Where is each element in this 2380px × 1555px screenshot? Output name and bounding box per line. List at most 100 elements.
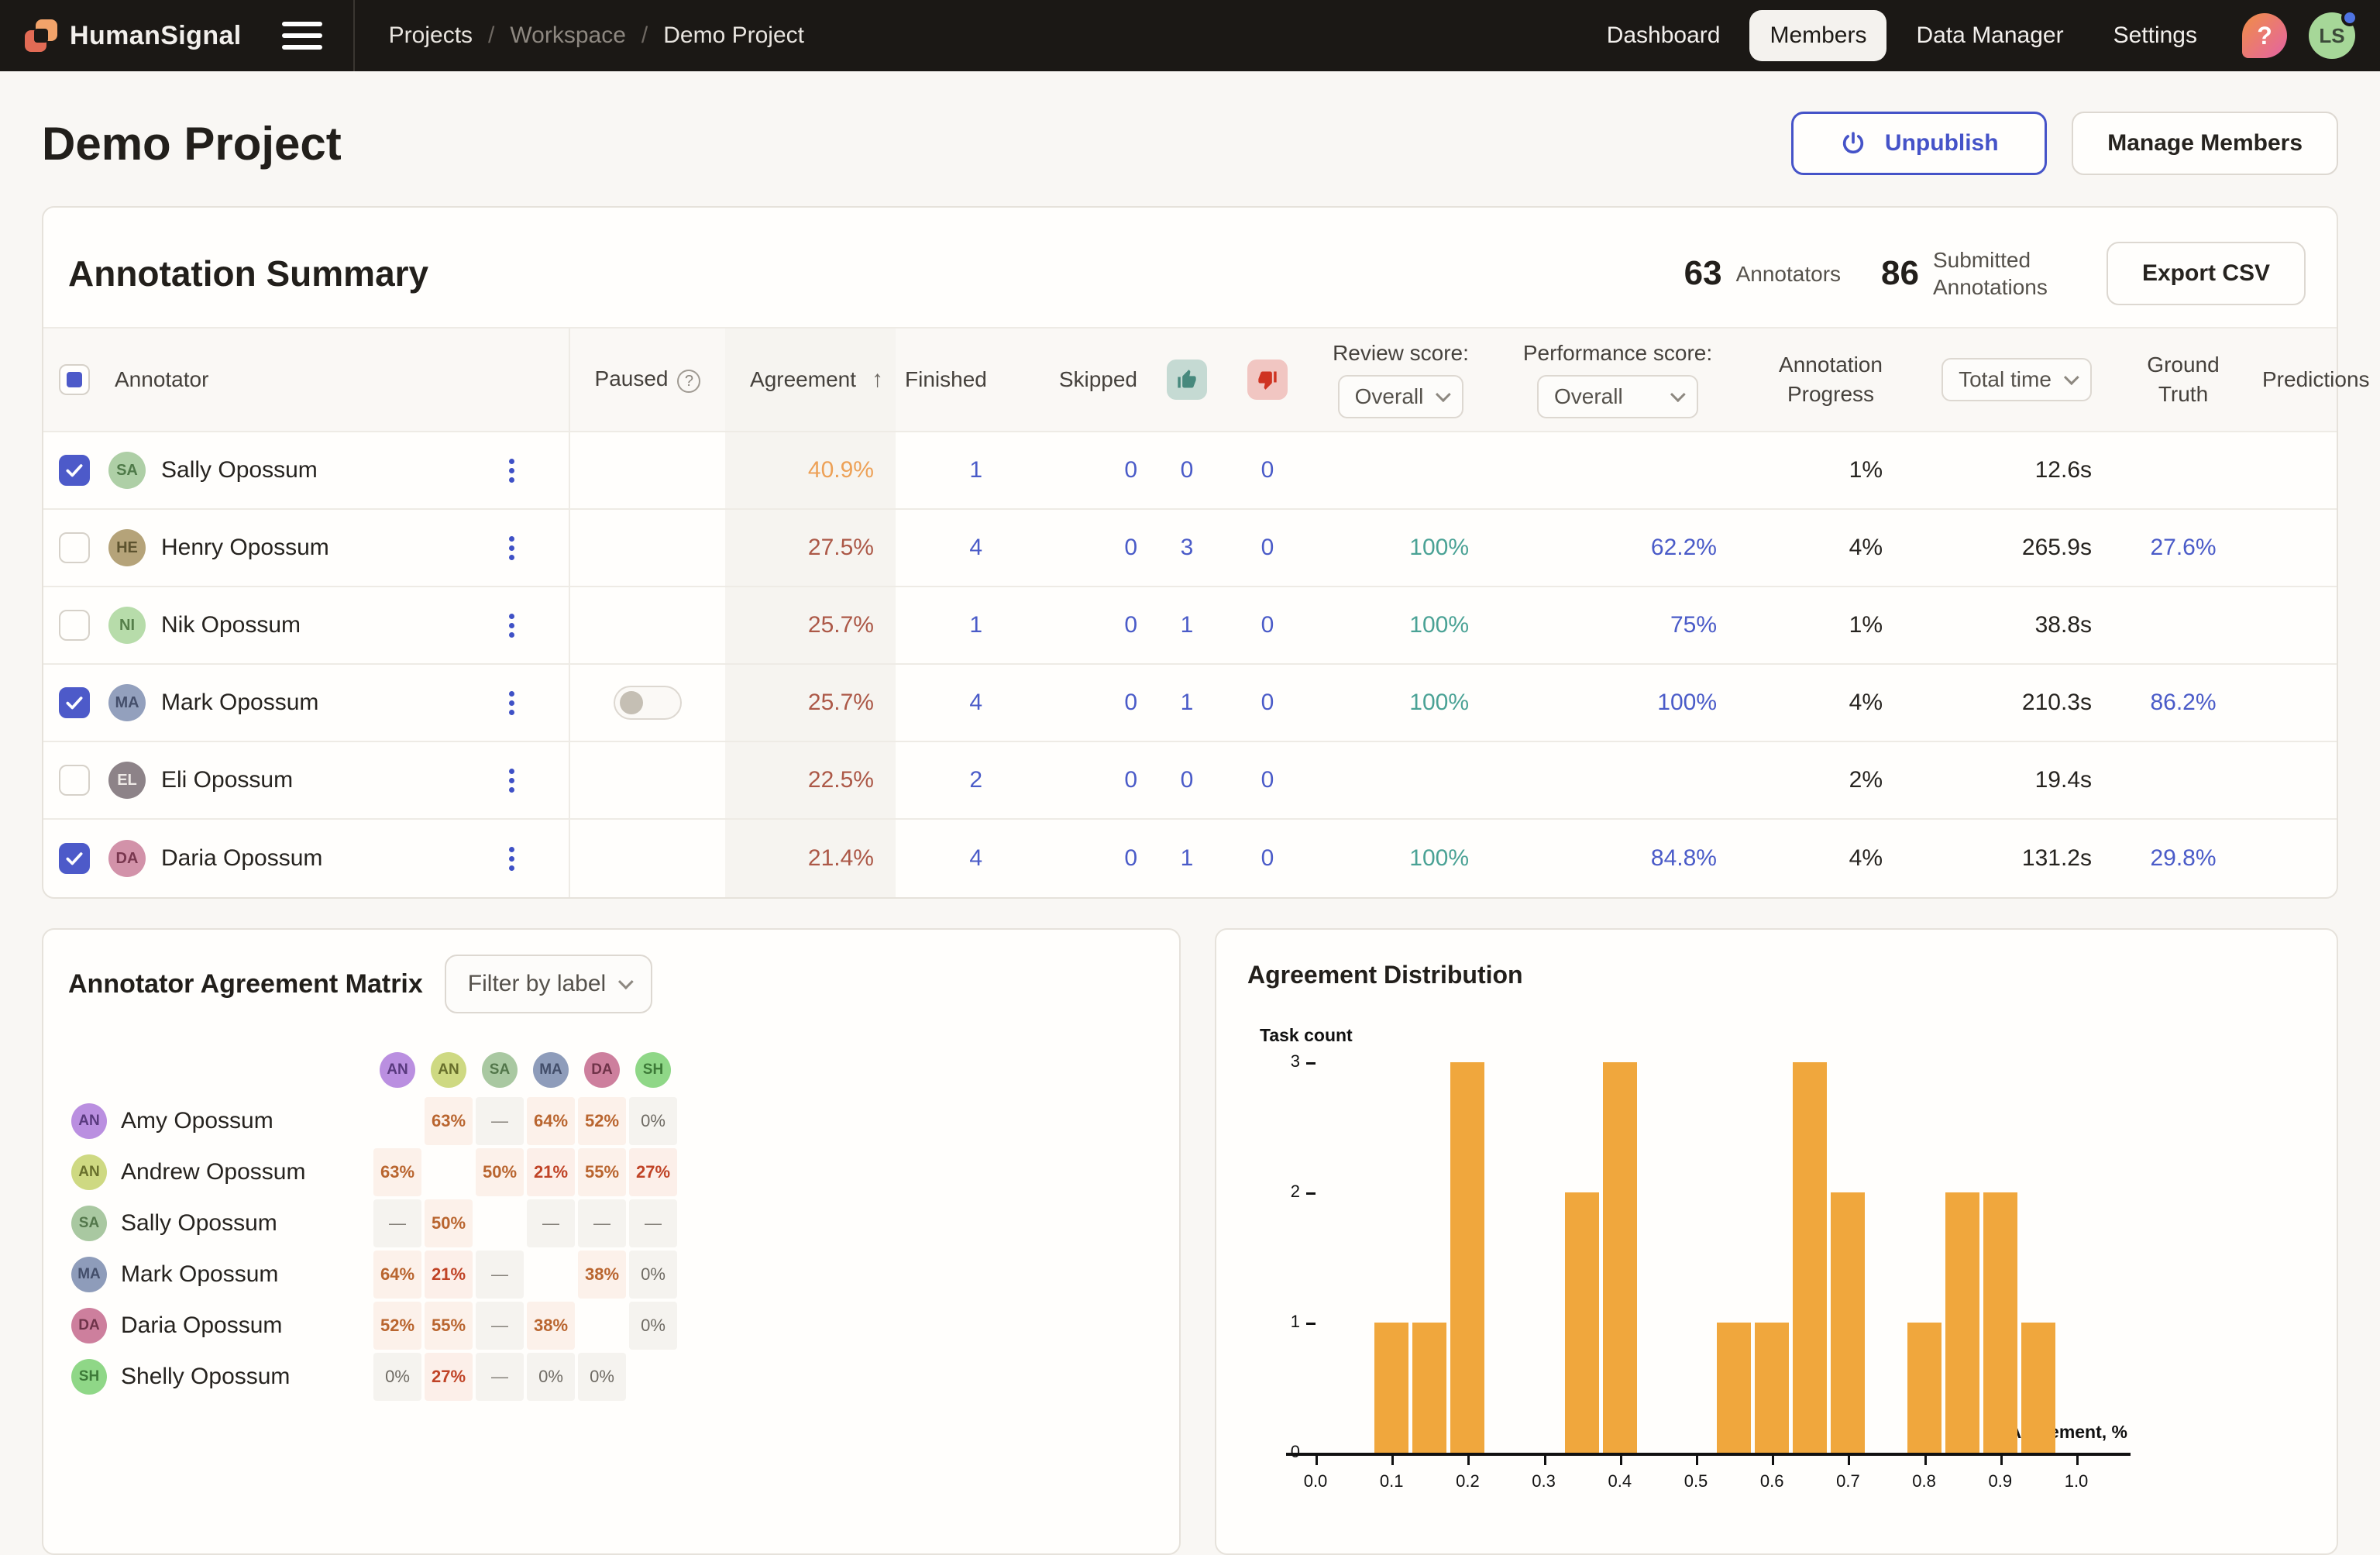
matrix-cell: 0% (527, 1353, 575, 1401)
paused-toggle[interactable] (614, 686, 682, 720)
total-time-value: 19.4s (1920, 767, 2113, 793)
header-agreement[interactable]: Agreement↑ (725, 329, 896, 431)
review-score-value: 100% (1308, 535, 1494, 561)
humansignal-logo-icon (25, 19, 57, 52)
chart-bar (1793, 1062, 1827, 1453)
manage-members-button[interactable]: Manage Members (2072, 112, 2338, 175)
export-csv-button[interactable]: Export CSV (2107, 242, 2306, 305)
matrix-cell: 0% (629, 1251, 677, 1299)
matrix-cell (476, 1199, 524, 1247)
matrix-cell: 27% (629, 1148, 677, 1196)
row-menu-icon[interactable] (500, 449, 524, 492)
total-time-select[interactable]: Total time (1941, 358, 2092, 401)
row-menu-icon[interactable] (500, 527, 524, 569)
row-checkbox[interactable] (59, 843, 90, 874)
y-tick-label: 3 (1260, 1051, 1300, 1072)
finished-value: 2 (896, 767, 992, 793)
avatar: SH (71, 1359, 107, 1395)
row-menu-icon[interactable] (500, 604, 524, 647)
skipped-value: 0 (992, 535, 1147, 561)
page-title: Demo Project (42, 117, 342, 170)
matrix-cell: — (629, 1199, 677, 1247)
x-tick-label: 0.6 (1749, 1471, 1795, 1491)
chart-bar (1945, 1192, 1979, 1453)
paused-cell (570, 686, 725, 720)
row-menu-icon[interactable] (500, 682, 524, 724)
x-tick-label: 0.8 (1901, 1471, 1948, 1491)
avatar: DA (71, 1308, 107, 1343)
table-row: MAMark Opossum25.7%4010100%100%4%210.3s8… (43, 665, 2337, 742)
y-tick-label: 2 (1260, 1182, 1300, 1202)
agreement-value: 27.5% (725, 510, 896, 586)
thumbs-up-count: 0 (1147, 457, 1227, 483)
help-icon[interactable]: ? (2242, 13, 2287, 58)
matrix-cell: 27% (425, 1353, 473, 1401)
select-all-checkbox[interactable] (59, 364, 90, 395)
header-skipped: Skipped (992, 367, 1147, 392)
matrix-grid: ANANSAMADASHANAmy Opossum63%—64%52%0%ANA… (68, 1044, 1154, 1402)
hamburger-menu-icon[interactable] (282, 22, 322, 50)
row-menu-icon[interactable] (500, 759, 524, 802)
y-axis-label: Task count (1260, 1025, 1353, 1046)
avatar: HE (108, 529, 146, 566)
annotators-stat: 63 Annotators (1684, 254, 1841, 293)
ground-truth-value: 86.2% (2113, 690, 2253, 716)
matrix-annotator-name: Amy Opossum (121, 1108, 273, 1134)
filter-by-label-select[interactable]: Filter by label (445, 955, 652, 1013)
matrix-cell: — (476, 1302, 524, 1350)
chart-bar (1907, 1323, 1941, 1453)
thumbs-down-count: 0 (1227, 457, 1308, 483)
row-checkbox[interactable] (59, 765, 90, 796)
breadcrumb-workspace[interactable]: Workspace (510, 22, 626, 49)
x-tick-label: 0.5 (1673, 1471, 1719, 1491)
x-tick-mark (2000, 1456, 2003, 1465)
paused-help-icon[interactable]: ? (677, 370, 700, 393)
brand-logo[interactable]: HumanSignal (25, 19, 242, 52)
breadcrumb-projects[interactable]: Projects (389, 22, 473, 49)
finished-value: 4 (896, 535, 992, 561)
avatar: AN (71, 1103, 107, 1139)
x-tick-mark (1772, 1456, 1774, 1465)
ground-truth-value: 29.8% (2113, 845, 2253, 872)
matrix-cell: 0% (578, 1353, 626, 1401)
x-tick-label: 0.0 (1292, 1471, 1339, 1491)
matrix-row: ANAmy Opossum63%—64%52%0% (68, 1096, 1154, 1147)
nav-item-dashboard[interactable]: Dashboard (1587, 10, 1741, 61)
nav-item-data-manager[interactable]: Data Manager (1896, 10, 2083, 61)
unpublish-button[interactable]: Unpublish (1791, 112, 2047, 175)
x-tick-label: 0.4 (1597, 1471, 1643, 1491)
annotator-cell: SASally Opossum (105, 452, 454, 489)
table-body: SASally Opossum40.9%10001%12.6sHEHenry O… (43, 432, 2337, 897)
toggle-knob (620, 691, 643, 714)
review-score-filter-select[interactable]: Overall (1338, 375, 1464, 418)
matrix-cell: 64% (373, 1251, 421, 1299)
row-checkbox[interactable] (59, 532, 90, 563)
annotator-cell: ELEli Opossum (105, 762, 454, 799)
annotator-name: Nik Opossum (161, 612, 301, 638)
review-score-value: 100% (1308, 845, 1494, 872)
annotator-cell: NINik Opossum (105, 607, 454, 644)
x-axis-line (1286, 1453, 2131, 1456)
performance-score-filter-select[interactable]: Overall (1537, 375, 1698, 418)
row-checkbox[interactable] (59, 455, 90, 486)
performance-score-value: 84.8% (1494, 845, 1742, 872)
annotation-progress-value: 4% (1742, 535, 1920, 561)
table-row: SASally Opossum40.9%10001%12.6s (43, 432, 2337, 510)
submitted-annotations-stat: 86 Submitted Annotations (1881, 246, 2066, 301)
row-checkbox[interactable] (59, 687, 90, 718)
row-menu-icon[interactable] (500, 838, 524, 880)
finished-value: 4 (896, 845, 992, 872)
avatar: AN (431, 1052, 466, 1088)
performance-score-value: 62.2% (1494, 535, 1742, 561)
row-checkbox[interactable] (59, 610, 90, 641)
user-avatar[interactable]: LS (2309, 12, 2355, 59)
matrix-annotator-name: Shelly Opossum (121, 1364, 290, 1390)
thumbs-up-count: 1 (1147, 690, 1227, 716)
avatar: MA (533, 1052, 569, 1088)
thumbs-up-count: 0 (1147, 767, 1227, 793)
avatar: SA (482, 1052, 518, 1088)
nav-item-members[interactable]: Members (1749, 10, 1886, 61)
nav-item-settings[interactable]: Settings (2093, 10, 2217, 61)
summary-title: Annotation Summary (68, 253, 428, 294)
x-tick-label: 0.3 (1521, 1471, 1567, 1491)
